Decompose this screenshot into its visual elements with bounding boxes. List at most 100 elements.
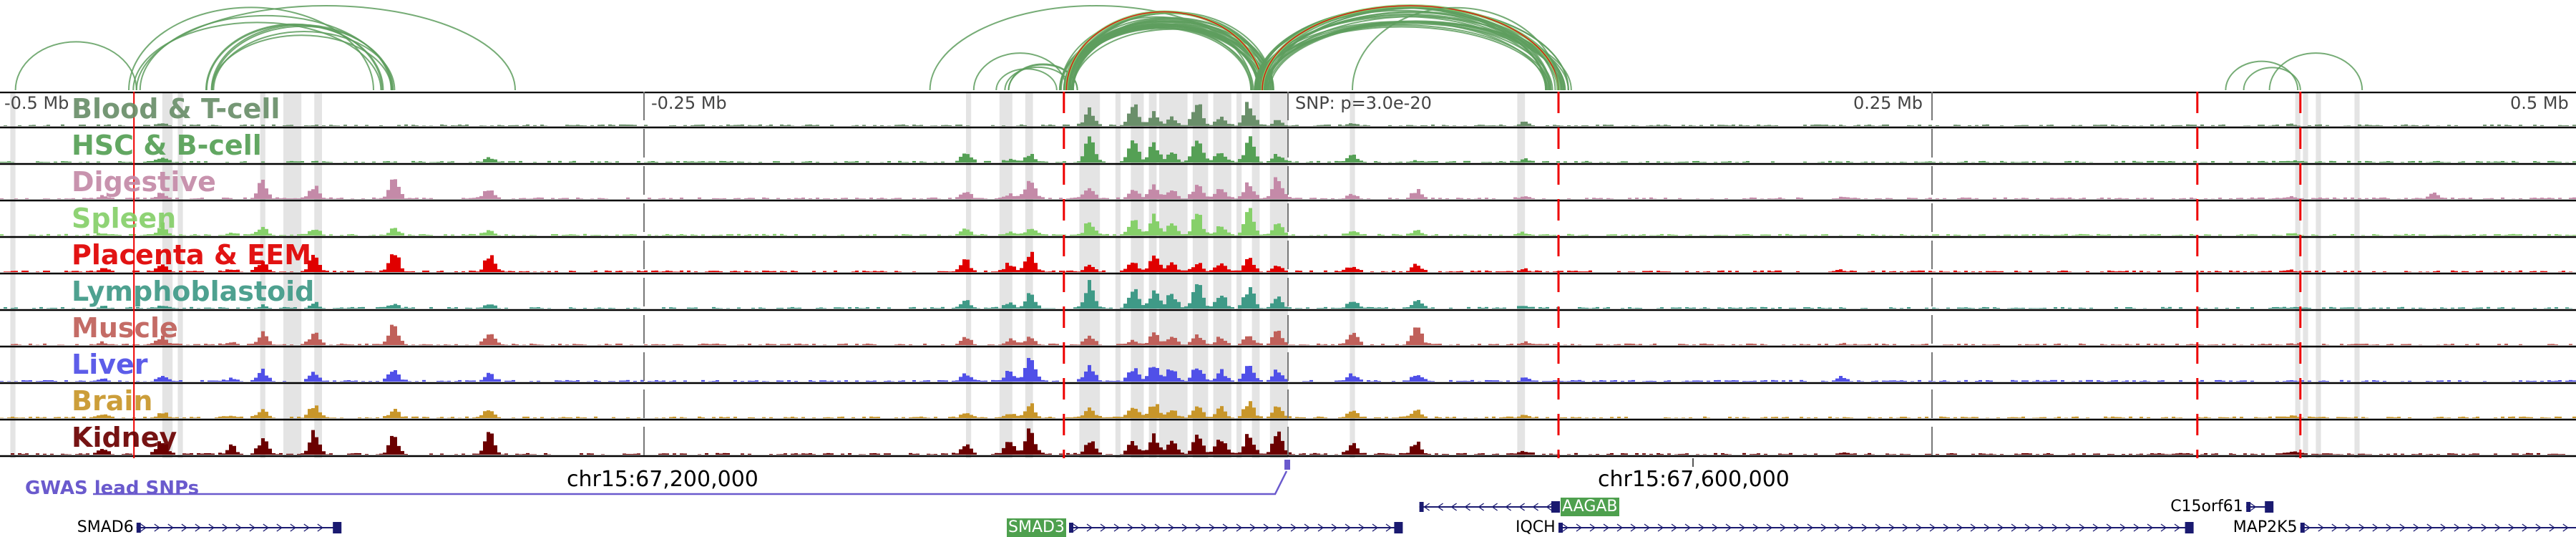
signal-bar <box>547 271 551 272</box>
signal-bar <box>1277 181 1281 199</box>
signal-bar <box>2250 234 2254 236</box>
signal-bar <box>1563 417 1567 418</box>
signal-bar <box>2290 343 2293 345</box>
signal-bar <box>172 417 175 418</box>
signal-bar <box>21 380 25 382</box>
signal-bar <box>2555 233 2558 236</box>
signal-bar <box>2147 271 2150 272</box>
signal-bar <box>125 453 129 455</box>
signal-bar <box>1986 162 1989 163</box>
signal-bar <box>1889 198 1893 199</box>
signal-bar <box>329 417 333 418</box>
signal-bar <box>2036 344 2039 345</box>
signal-bar <box>2172 453 2175 455</box>
signal-bar <box>1968 125 1971 126</box>
signal-bar <box>919 125 923 126</box>
signal-bar <box>1993 198 1996 199</box>
signal-bar <box>301 233 304 236</box>
signal-bar <box>1113 234 1116 236</box>
signal-bar <box>161 193 165 199</box>
signal-bar <box>175 381 179 382</box>
signal-bar <box>250 270 254 272</box>
signal-bar <box>1349 301 1352 309</box>
signal-bar <box>114 234 118 236</box>
signal-bar <box>2265 417 2268 418</box>
signal-bar <box>801 344 805 345</box>
signal-bar <box>1678 307 1682 309</box>
signal-bar <box>1771 379 1775 382</box>
signal-bar <box>2343 307 2347 309</box>
signal-bar <box>1585 160 1589 163</box>
highlight-region <box>10 92 16 458</box>
signal-bar <box>1782 344 1785 345</box>
signal-bar <box>2233 416 2236 418</box>
signal-bar <box>157 413 161 418</box>
signal-bar <box>1356 232 1360 236</box>
signal-bar <box>250 344 254 345</box>
signal-bar <box>2322 453 2326 455</box>
signal-bar <box>1213 301 1216 309</box>
signal-bar <box>390 305 394 309</box>
signal-bar <box>1853 453 1857 455</box>
signal-bar <box>594 270 597 272</box>
signal-bar <box>2233 271 2236 272</box>
signal-bar <box>683 125 687 126</box>
signal-bar <box>973 234 977 236</box>
signal-bar <box>2261 125 2265 126</box>
signal-bar <box>476 197 479 199</box>
signal-bar <box>290 344 293 345</box>
signal-bar <box>644 162 648 163</box>
signal-bar <box>1052 343 1055 345</box>
signal-bar <box>333 380 336 382</box>
signal-bar <box>1016 125 1020 126</box>
signal-bar <box>304 450 308 455</box>
signal-bar <box>1431 307 1435 309</box>
signal-bar <box>190 235 193 236</box>
signal-bar <box>2118 344 2122 345</box>
signal-bar <box>1664 417 1667 418</box>
signal-bar <box>1292 125 1295 126</box>
signal-bar <box>1692 307 1696 309</box>
signal-bar <box>1521 269 1524 272</box>
signal-bar <box>157 266 161 272</box>
signal-bar <box>1317 235 1320 236</box>
signal-bar <box>533 271 537 272</box>
signal-bar <box>1335 380 1338 382</box>
signal-bar <box>222 379 225 382</box>
signal-bar <box>630 454 633 455</box>
signal-bar <box>1134 263 1138 272</box>
strand-forward-icon <box>1576 523 1583 532</box>
signal-bar <box>2297 452 2301 455</box>
signal-bar <box>966 300 970 309</box>
signal-bar <box>601 124 605 126</box>
signal-bar <box>1052 380 1055 382</box>
signal-bar <box>977 235 980 236</box>
signal-bar <box>2275 125 2279 126</box>
signal-bar <box>404 124 408 126</box>
signal-bar <box>1109 307 1113 309</box>
signal-bar <box>136 270 140 272</box>
signal-bar <box>447 380 451 382</box>
signal-bar <box>1417 230 1420 236</box>
loop-arc <box>205 23 383 91</box>
signal-bar <box>2558 234 2562 236</box>
signal-bar <box>565 234 569 236</box>
signal-bar <box>1435 344 1438 345</box>
exon <box>2246 502 2251 512</box>
signal-bar <box>1982 234 1986 236</box>
signal-bar <box>934 125 937 126</box>
signal-bar <box>590 235 594 236</box>
signal-bar <box>1664 271 1667 272</box>
signal-bar <box>898 344 902 345</box>
signal-bar <box>1005 304 1009 309</box>
signal-bar <box>1456 344 1460 345</box>
signal-bar <box>755 380 758 382</box>
signal-bar <box>605 198 608 199</box>
signal-bar <box>2290 195 2293 199</box>
signal-bar <box>1928 161 1932 163</box>
signal-bar <box>462 453 465 455</box>
signal-bar <box>1717 125 1721 126</box>
signal-bar <box>1227 306 1231 309</box>
signal-bar <box>401 379 404 382</box>
signal-bar <box>2211 344 2215 345</box>
